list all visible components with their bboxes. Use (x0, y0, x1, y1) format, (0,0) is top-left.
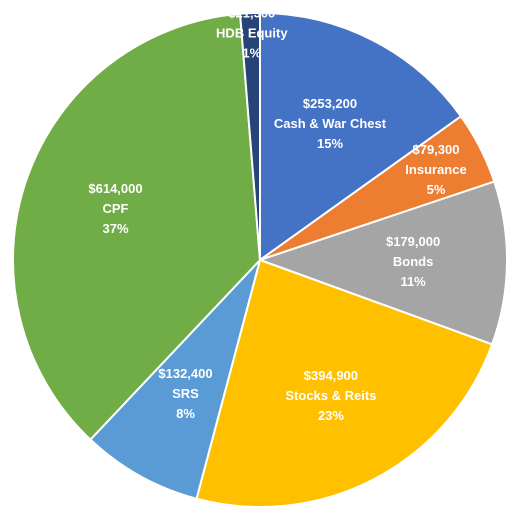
data-label-insurance: $79,300 Insurance 5% (405, 142, 466, 197)
data-label-cash-and-war-chest: $253,200 Cash & War Chest 15% (274, 96, 387, 151)
data-label-stocks-and-reits: $394,900 Stocks & Reits 23% (285, 368, 376, 423)
pie-slice-srs (89, 259, 261, 500)
pie-slice-bonds (256, 180, 508, 346)
pie-slice-stocks-and-reits (195, 258, 494, 508)
data-label-bonds: $179,000 Bonds 11% (386, 234, 440, 289)
pie-slice-hdb-equity (239, 11, 261, 261)
data-label-hdb-equity: $21,500 HDB Equity 1% (216, 6, 288, 61)
pie-slice-cpf (12, 12, 262, 442)
pie-slice-cash-and-war-chest (259, 11, 463, 262)
data-label-srs: $132,400 SRS 8% (158, 366, 212, 421)
data-label-cpf: $614,000 CPF 37% (88, 181, 142, 236)
